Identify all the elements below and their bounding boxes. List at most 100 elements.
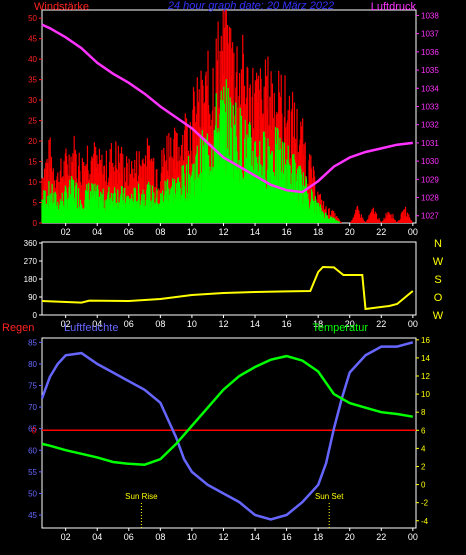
x-tick-label: 04 — [92, 319, 102, 329]
y-tick-label: 360 — [24, 239, 38, 248]
x-tick-label: 12 — [218, 532, 228, 542]
x-tick-label: 08 — [155, 319, 165, 329]
x-tick-label: 02 — [61, 227, 71, 237]
x-tick-label: 06 — [124, 532, 134, 542]
x-tick-label: 12 — [218, 227, 228, 237]
y-tick-label: 1037 — [421, 30, 439, 39]
x-tick-label: 22 — [376, 532, 386, 542]
temperature-line — [41, 354, 414, 466]
compass-label: W — [433, 310, 444, 322]
compass-label: W — [433, 256, 444, 268]
y-tick-label: 10 — [421, 390, 430, 399]
x-tick-label: 00 — [408, 532, 418, 542]
y-tick-label: 0 — [33, 311, 38, 320]
x-tick-label: 06 — [124, 227, 134, 237]
x-tick-label: 04 — [92, 532, 102, 542]
y-tick-label: 10 — [28, 178, 37, 187]
humidity-line — [40, 341, 414, 521]
y-tick-label: 15 — [28, 158, 37, 167]
x-tick-label: 20 — [345, 227, 355, 237]
x-tick-label: 12 — [218, 319, 228, 329]
y-tick-label: 5 — [33, 199, 38, 208]
x-tick-label: 00 — [408, 319, 418, 329]
wind-pressure-chart: 0 5 10 15 20 25 30 35 40 45 50 1027 1028 1029 1030 103… — [28, 0, 439, 237]
y-tick-label: 25 — [28, 117, 37, 126]
y-tick-label: 40 — [28, 55, 37, 64]
x-tick-label: 22 — [376, 227, 386, 237]
y-tick-label: 0 — [421, 481, 426, 490]
y-tick-label: 1034 — [421, 84, 439, 93]
y-tick-label: 50 — [28, 489, 37, 498]
y-tick-label: 14 — [421, 354, 430, 363]
temperature-ticks: -4 -2 0 2 4 6 8 10 12 14 16 — [416, 336, 430, 526]
direction-degree-ticks: 0 90 180 270 360 — [24, 239, 42, 320]
y-tick-label: 50 — [28, 14, 37, 23]
pressure-ticks: 1027 1028 1029 1030 1031 1032 1033 1034 1035 1036… — [416, 11, 439, 221]
y-tick-label: 1027 — [421, 212, 439, 221]
y-tick-label: 16 — [421, 336, 430, 345]
y-tick-label: 1038 — [421, 11, 439, 20]
x-tick-label: 10 — [187, 319, 197, 329]
y-tick-label: 1033 — [421, 102, 439, 111]
y-tick-label: 55 — [28, 468, 37, 477]
y-tick-label: 70 — [28, 403, 37, 412]
x-tick-label: 20 — [345, 319, 355, 329]
humidity-time-ticks: 02 04 06 08 10 12 14 16 18 20 22 00 — [61, 528, 418, 542]
y-tick-label: 90 — [28, 293, 37, 302]
y-tick-label: -4 — [421, 517, 429, 526]
compass-label: O — [434, 292, 443, 304]
y-tick-label: 75 — [28, 382, 37, 391]
rain-value-label: 0 — [31, 425, 36, 435]
time-ticks: 02 04 06 08 10 12 14 16 18 20 22 00 — [61, 223, 418, 237]
y-tick-label: 35 — [28, 76, 37, 85]
sun-label: Sun Set — [315, 492, 344, 501]
pressure-line — [41, 23, 413, 194]
x-tick-label: 10 — [187, 227, 197, 237]
y-tick-label: 4 — [421, 444, 426, 453]
y-tick-label: 1030 — [421, 157, 439, 166]
y-tick-label: 1031 — [421, 139, 439, 148]
y-tick-label: 180 — [24, 275, 38, 284]
x-tick-label: 02 — [61, 532, 71, 542]
wind-speed-label: Windstärke — [34, 1, 89, 13]
x-tick-label: 16 — [282, 227, 292, 237]
y-tick-label: 2 — [421, 462, 426, 471]
x-tick-label: 18 — [313, 532, 323, 542]
y-tick-label: 6 — [421, 426, 426, 435]
rain-label: Regen — [2, 322, 34, 334]
y-tick-label: 1035 — [421, 66, 439, 75]
y-tick-label: 60 — [28, 446, 37, 455]
y-tick-label: 45 — [28, 511, 37, 520]
x-tick-label: 08 — [155, 227, 165, 237]
x-tick-label: 02 — [61, 319, 71, 329]
sun-label: Sun Rise — [125, 492, 158, 501]
humidity-temperature-frame — [41, 337, 417, 529]
x-tick-label: 06 — [124, 319, 134, 329]
y-tick-label: 8 — [421, 408, 426, 417]
y-tick-label: 45 — [28, 35, 37, 44]
y-tick-label: 30 — [28, 96, 37, 105]
wind-direction-line — [41, 265, 414, 311]
sun-annotations: Sun Rise Sun Set — [125, 492, 344, 528]
y-tick-label: 65 — [28, 425, 37, 434]
y-tick-label: 1036 — [421, 48, 439, 57]
wind-direction-frame — [41, 241, 417, 316]
humidity-ticks: 45 50 55 60 65 70 75 80 85 — [28, 338, 42, 520]
y-tick-label: -2 — [421, 499, 429, 508]
y-tick-label: 80 — [28, 360, 37, 369]
humidity-label: Luftfeuchte — [64, 322, 118, 334]
y-tick-label: 1028 — [421, 194, 439, 203]
x-tick-label: 16 — [282, 319, 292, 329]
y-tick-label: 270 — [24, 257, 38, 266]
temperature-label: Temperatur — [312, 322, 368, 334]
y-tick-label: 85 — [28, 338, 37, 347]
y-tick-label: 1032 — [421, 121, 439, 130]
x-tick-label: 20 — [345, 532, 355, 542]
wind-bars — [41, 79, 340, 223]
y-tick-label: 12 — [421, 372, 430, 381]
pressure-label: Luftdruck — [371, 1, 417, 13]
x-tick-label: 14 — [250, 532, 260, 542]
